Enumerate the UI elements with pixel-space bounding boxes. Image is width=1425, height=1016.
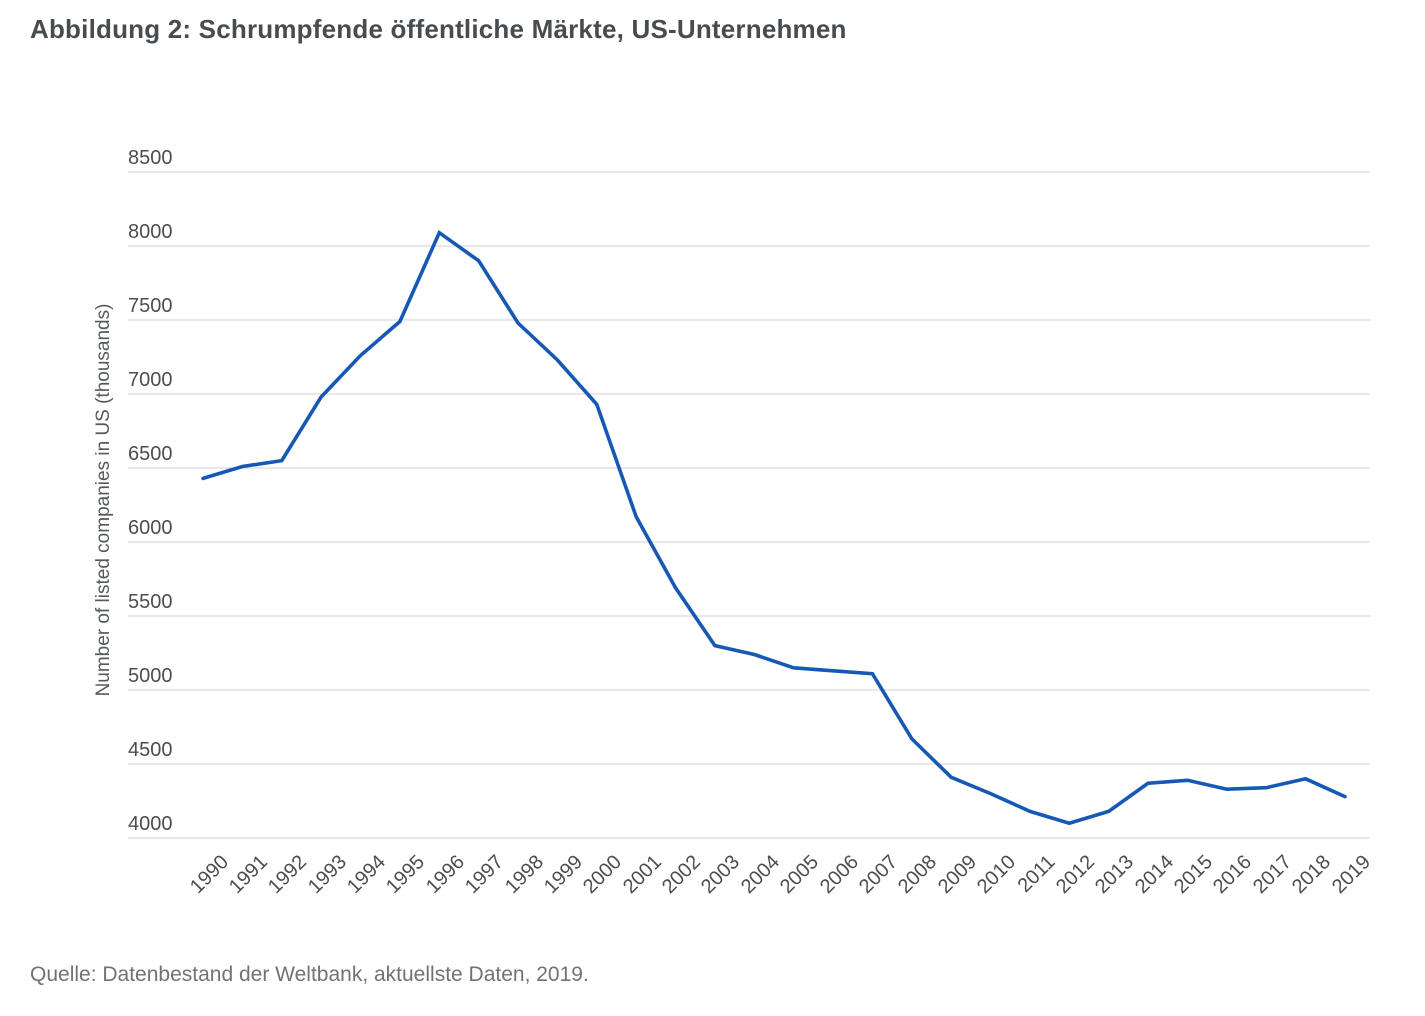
y-tick-label: 5000 — [128, 665, 173, 687]
figure-title: Abbildung 2: Schrumpfende öffentliche Mä… — [30, 14, 847, 44]
y-tick-label: 4500 — [128, 739, 173, 761]
y-tick-label: 4000 — [128, 813, 173, 835]
y-tick-label: 8000 — [128, 221, 173, 243]
y-tick-label: 5500 — [128, 591, 173, 613]
series-line — [201, 229, 1347, 826]
data-line — [201, 229, 1347, 826]
y-tick-label: 6500 — [128, 443, 173, 465]
gridlines — [128, 171, 1370, 839]
y-tick-label: 7500 — [128, 295, 173, 317]
source-note: Quelle: Datenbestand der Weltbank, aktue… — [30, 963, 589, 986]
y-tick-label: 8500 — [128, 147, 173, 169]
y-tick-label: 6000 — [128, 517, 173, 539]
y-tick-label: 7000 — [128, 369, 173, 391]
